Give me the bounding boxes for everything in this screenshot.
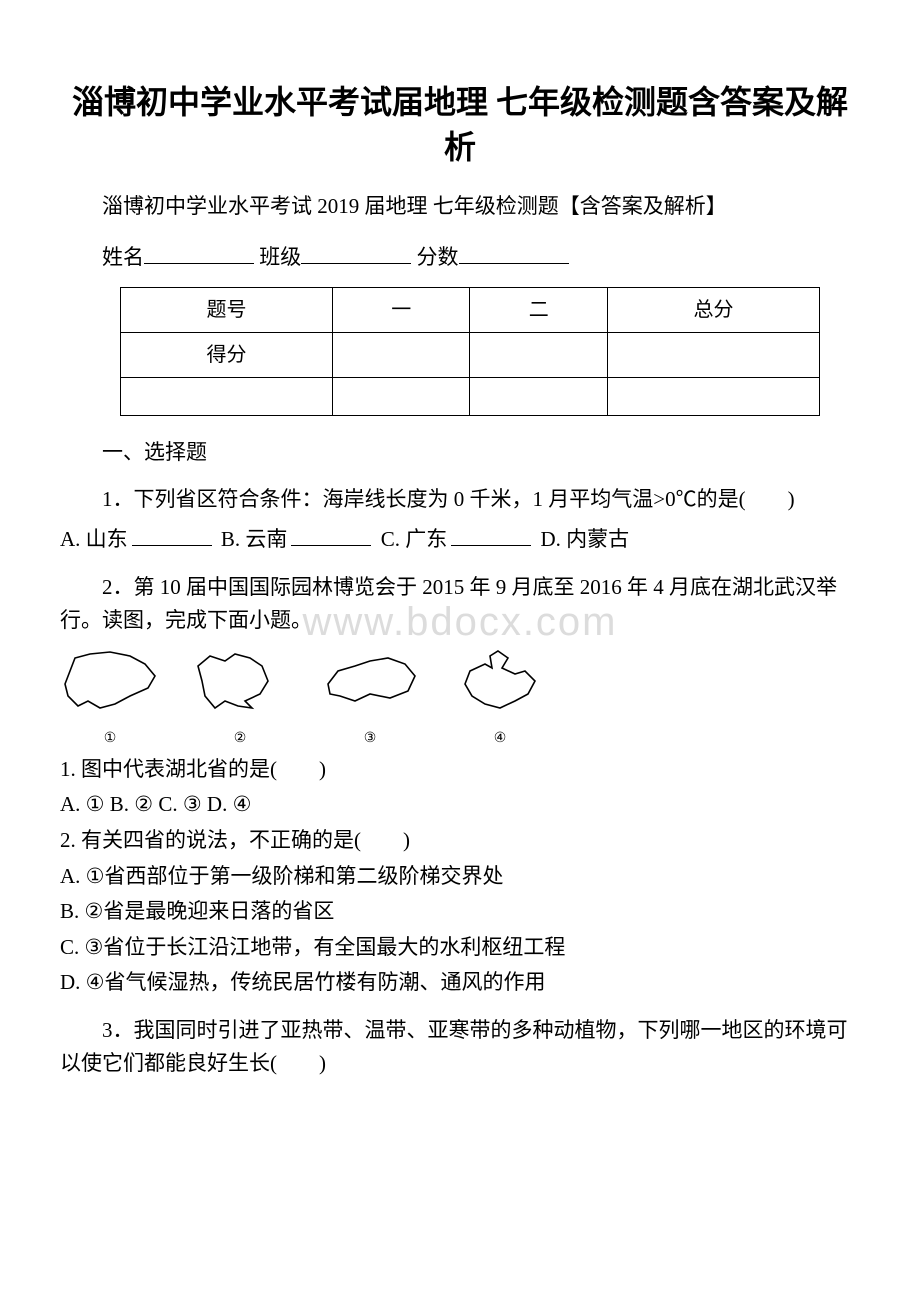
header-cell: 一 <box>332 287 470 332</box>
shape-item-4: ④ <box>450 646 550 751</box>
shape-label: ① <box>60 728 160 750</box>
empty-cell <box>470 377 608 415</box>
option-d[interactable]: D. 内蒙古 <box>540 527 629 551</box>
province-shapes-row: ① ② ③ ④ <box>60 646 860 751</box>
question-2-sub2-opt-a[interactable]: A. ①省西部位于第一级阶梯和第二级阶梯交界处 <box>60 860 860 894</box>
option-c[interactable]: C. 广东 <box>381 527 448 551</box>
student-info-line: 姓名 班级 分数 <box>60 241 860 275</box>
empty-cell <box>608 377 820 415</box>
province-outline-icon <box>190 646 290 716</box>
score-label: 分数 <box>417 245 459 269</box>
shape-item-2: ② <box>190 646 290 751</box>
score-cell[interactable] <box>470 332 608 377</box>
shape-path <box>465 651 535 708</box>
shape-path <box>198 654 268 708</box>
option-blank <box>132 526 212 546</box>
empty-cell <box>332 377 470 415</box>
question-2-stem: 2．第 10 届中国国际园林博览会于 2015 年 9 月底至 2016 年 4… <box>60 571 860 638</box>
shape-label: ④ <box>450 728 550 750</box>
province-outline-icon <box>320 646 420 716</box>
question-2-sub2-opt-c[interactable]: C. ③省位于长江沿江地带，有全国最大的水利枢纽工程 <box>60 931 860 965</box>
question-2-sub2: 2. 有关四省的说法，不正确的是( ) <box>60 824 860 858</box>
province-outline-icon <box>450 646 550 716</box>
question-2-sub2-opt-d[interactable]: D. ④省气候湿热，传统民居竹楼有防潮、通风的作用 <box>60 966 860 1000</box>
question-1-options: A. 山东 B. 云南 C. 广东 D. 内蒙古 <box>60 523 860 557</box>
header-cell: 总分 <box>608 287 820 332</box>
shape-label: ③ <box>320 728 420 750</box>
table-row: 题号 一 二 总分 <box>121 287 820 332</box>
row-label-cell: 得分 <box>121 332 333 377</box>
score-cell[interactable] <box>608 332 820 377</box>
page-title: 淄博初中学业水平考试届地理 七年级检测题含答案及解析 <box>60 80 860 170</box>
option-b[interactable]: B. 云南 <box>221 527 288 551</box>
shape-path <box>328 658 415 701</box>
option-blank <box>451 526 531 546</box>
table-row: 得分 <box>121 332 820 377</box>
question-3-stem: 3．我国同时引进了亚热带、温带、亚寒带的多种动植物，下列哪一地区的环境可以使它们… <box>60 1014 860 1081</box>
option-blank <box>291 526 371 546</box>
shape-path <box>65 652 155 708</box>
question-1-stem: 1．下列省区符合条件：海岸线长度为 0 千米，1 月平均气温>0℃的是( ) <box>60 483 860 517</box>
question-2-sub1-options: A. ① B. ② C. ③ D. ④ <box>60 788 860 822</box>
score-cell[interactable] <box>332 332 470 377</box>
score-table: 题号 一 二 总分 得分 <box>120 287 820 416</box>
exam-subtitle: 淄博初中学业水平考试 2019 届地理 七年级检测题【含答案及解析】 <box>60 190 860 224</box>
table-row <box>121 377 820 415</box>
shape-item-3: ③ <box>320 646 420 751</box>
option-a[interactable]: A. 山东 <box>60 527 128 551</box>
class-label: 班级 <box>259 245 301 269</box>
header-cell: 二 <box>470 287 608 332</box>
name-blank[interactable] <box>144 242 254 264</box>
province-outline-icon <box>60 646 160 716</box>
name-label: 姓名 <box>102 245 144 269</box>
header-cell: 题号 <box>121 287 333 332</box>
score-blank[interactable] <box>459 242 569 264</box>
shape-label: ② <box>190 728 290 750</box>
class-blank[interactable] <box>301 242 411 264</box>
question-2-sub1: 1. 图中代表湖北省的是( ) <box>60 753 860 787</box>
shape-item-1: ① <box>60 646 160 751</box>
section-header: 一、选择题 <box>60 436 860 470</box>
empty-cell <box>121 377 333 415</box>
question-2-sub2-opt-b[interactable]: B. ②省是最晚迎来日落的省区 <box>60 895 860 929</box>
